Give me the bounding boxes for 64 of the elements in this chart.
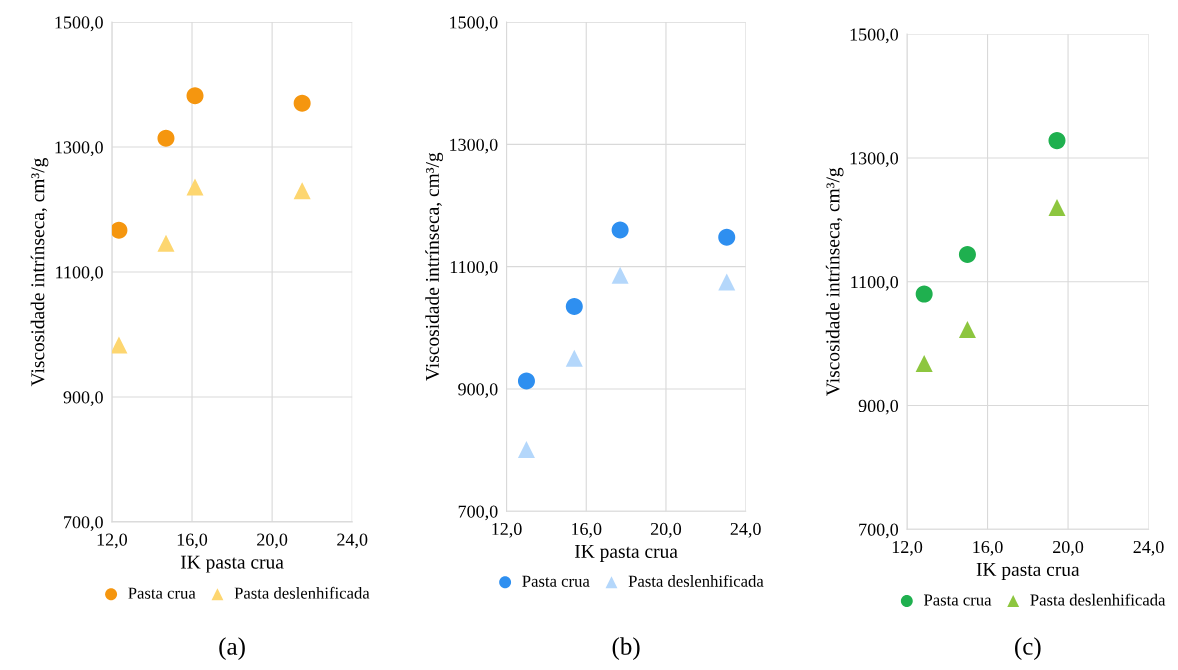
x-tick-label: 24,0 — [1133, 540, 1164, 556]
point — [111, 221, 128, 239]
point — [718, 273, 736, 291]
y-tick-label: 1300,0 — [55, 141, 103, 157]
point — [111, 336, 128, 354]
y-tick-label: 900,0 — [858, 399, 899, 415]
point — [611, 221, 629, 239]
legend-label: Pasta deslenhificada — [234, 586, 370, 599]
y-tick-label: 1500,0 — [450, 16, 498, 32]
point — [915, 285, 933, 303]
point — [915, 354, 933, 372]
point — [958, 246, 976, 264]
legend-label: Pasta deslenhificada — [1030, 593, 1166, 606]
x-axis-title: IK pasta crua — [574, 545, 678, 562]
text: (a) — [219, 637, 245, 660]
legend-label: Pasta deslenhificada — [628, 574, 764, 587]
y-tick-label: 1300,0 — [850, 152, 899, 167]
x-tick-label: 12,0 — [492, 522, 522, 538]
y-tick-label: 700,0 — [859, 523, 899, 539]
point — [1048, 198, 1066, 216]
legend-label: Pasta crua — [128, 587, 196, 599]
y-axis-title: Viscosidade intrínseca, cm³/g — [30, 158, 49, 387]
x-tick-label: 16,0 — [572, 522, 602, 538]
point — [565, 297, 583, 315]
x-tick-label: 20,0 — [1053, 540, 1084, 556]
y-tick-label: 1100,0 — [851, 275, 899, 291]
y-tick-label: 1500,0 — [55, 16, 103, 32]
point — [157, 234, 175, 252]
x-tick-label: 20,0 — [650, 522, 682, 538]
y-tick-label: 1500,0 — [850, 28, 899, 44]
point — [517, 440, 535, 458]
x-tick-label: 24,0 — [337, 533, 368, 549]
text: (c) — [1015, 637, 1041, 660]
y-tick-label: 700,0 — [458, 505, 498, 521]
point — [718, 228, 736, 246]
point — [565, 349, 583, 367]
point — [293, 94, 311, 112]
point — [186, 87, 204, 105]
point — [186, 178, 204, 196]
x-tick-label: 20,0 — [257, 533, 288, 549]
point — [157, 129, 175, 147]
legend-label: Pasta crua — [522, 575, 590, 587]
point — [517, 372, 535, 390]
x-tick-label: 12,0 — [97, 533, 128, 549]
y-tick-label: 900,0 — [63, 391, 103, 407]
y-tick-label: 1100,0 — [56, 266, 103, 282]
y-axis-title: Viscosidade intrínseca, cm³/g — [825, 167, 844, 396]
y-tick-label: 1100,0 — [450, 260, 498, 276]
x-tick-label: 24,0 — [730, 522, 761, 538]
text: (b) — [612, 637, 640, 660]
legend-label: Pasta crua — [923, 594, 992, 606]
point — [1048, 132, 1066, 150]
y-tick-label: 700,0 — [64, 516, 103, 531]
x-axis-title: IK pasta crua — [976, 563, 1080, 580]
point — [958, 320, 976, 338]
x-tick-label: 16,0 — [177, 533, 208, 549]
x-tick-label: 12,0 — [892, 540, 923, 556]
x-tick-label: 16,0 — [973, 540, 1003, 556]
y-tick-label: 900,0 — [458, 383, 498, 398]
x-axis-title: IK pasta crua — [180, 555, 284, 573]
point — [293, 182, 311, 200]
y-axis-title: Viscosidade intrínseca, cm³/g — [425, 152, 443, 381]
y-tick-label: 1300,0 — [450, 138, 498, 154]
point — [611, 266, 629, 284]
